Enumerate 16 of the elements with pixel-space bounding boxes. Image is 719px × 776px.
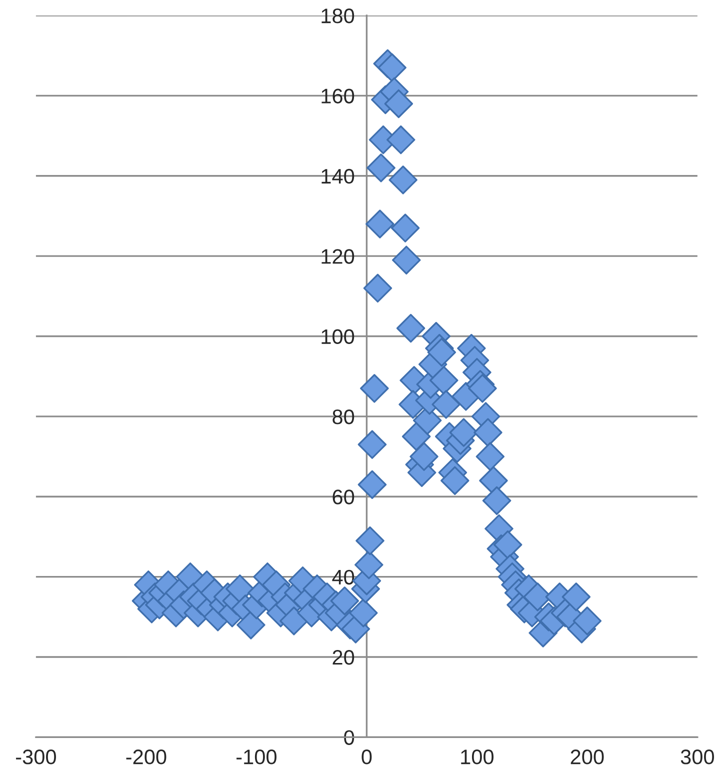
y-tick-label: 20 — [332, 650, 354, 665]
y-tick-label: 60 — [332, 490, 354, 504]
y-tick-label: 40 — [332, 570, 354, 585]
y-tick-label: 140 — [322, 168, 354, 184]
x-tick-label: 0 — [362, 750, 372, 764]
y-tick-label: 160 — [322, 88, 354, 104]
x-tick-label: 100 — [461, 750, 494, 764]
y-tick-label: 180 — [322, 8, 354, 24]
x-tick-label: -300 — [16, 750, 56, 764]
x-tick-label: -100 — [236, 750, 276, 764]
y-tick-label: 100 — [322, 329, 354, 344]
y-tick-label: 80 — [332, 409, 354, 424]
x-tick-label: -200 — [126, 750, 166, 764]
y-tick-label: 120 — [322, 249, 354, 264]
x-tick-label: 200 — [570, 750, 604, 764]
x-tick-label: 300 — [680, 750, 714, 764]
